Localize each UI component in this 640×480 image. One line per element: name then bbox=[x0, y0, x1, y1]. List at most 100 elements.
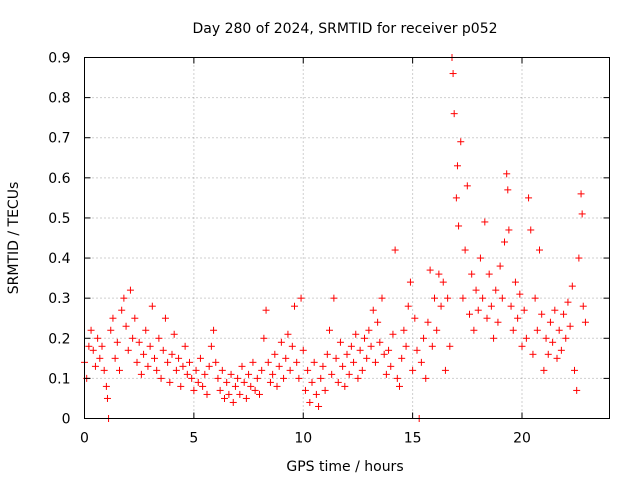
y-tick-label: 0.6 bbox=[48, 171, 70, 187]
data-point bbox=[181, 342, 189, 350]
data-point bbox=[490, 334, 498, 342]
data-point bbox=[245, 370, 253, 378]
data-point bbox=[170, 330, 178, 338]
data-point bbox=[413, 346, 421, 354]
data-point bbox=[98, 342, 106, 350]
data-point bbox=[479, 294, 487, 302]
plot-frame bbox=[84, 57, 610, 419]
data-point bbox=[129, 334, 137, 342]
data-point bbox=[378, 294, 386, 302]
data-point bbox=[146, 342, 154, 350]
data-point bbox=[518, 342, 526, 350]
data-point bbox=[389, 330, 397, 338]
data-point bbox=[503, 170, 511, 178]
data-point bbox=[336, 338, 344, 346]
data-point bbox=[142, 326, 150, 334]
y-tick-label: 0.7 bbox=[48, 131, 70, 147]
data-point bbox=[449, 70, 457, 78]
data-point bbox=[100, 366, 108, 374]
data-point bbox=[205, 362, 213, 370]
data-point bbox=[264, 358, 272, 366]
data-point bbox=[485, 270, 493, 278]
data-point bbox=[371, 358, 379, 366]
data-point bbox=[295, 374, 303, 382]
data-point bbox=[277, 338, 285, 346]
data-point bbox=[546, 318, 554, 326]
data-point bbox=[190, 386, 198, 394]
data-point bbox=[216, 386, 224, 394]
data-point bbox=[321, 386, 329, 394]
data-point bbox=[453, 162, 461, 170]
data-point bbox=[457, 138, 465, 146]
data-point bbox=[350, 358, 358, 366]
data-point bbox=[126, 286, 134, 294]
data-point bbox=[398, 354, 406, 362]
data-point bbox=[153, 366, 161, 374]
data-point bbox=[483, 314, 491, 322]
data-point bbox=[161, 314, 169, 322]
data-point bbox=[531, 294, 539, 302]
data-point bbox=[172, 366, 180, 374]
data-point bbox=[249, 358, 257, 366]
data-point bbox=[498, 294, 506, 302]
data-point bbox=[275, 362, 283, 370]
data-point bbox=[578, 210, 586, 218]
data-point bbox=[581, 318, 589, 326]
data-point bbox=[89, 346, 97, 354]
data-point bbox=[271, 350, 279, 358]
data-point bbox=[376, 338, 384, 346]
data-point bbox=[522, 334, 530, 342]
data-point bbox=[466, 310, 473, 318]
data-point bbox=[175, 354, 183, 362]
data-point bbox=[236, 390, 244, 398]
data-point bbox=[431, 294, 438, 302]
data-point bbox=[504, 186, 512, 194]
data-point bbox=[118, 306, 126, 314]
data-point bbox=[251, 386, 259, 394]
data-point bbox=[229, 398, 237, 406]
data-point bbox=[435, 270, 443, 278]
data-point bbox=[256, 390, 263, 398]
data-point bbox=[463, 182, 471, 190]
data-point bbox=[183, 370, 191, 378]
data-point bbox=[269, 370, 277, 378]
data-point bbox=[387, 362, 395, 370]
data-point bbox=[406, 278, 414, 286]
data-point bbox=[280, 374, 288, 382]
data-point bbox=[221, 394, 228, 402]
data-point bbox=[330, 294, 338, 302]
data-point bbox=[352, 330, 360, 338]
data-point bbox=[203, 390, 211, 398]
data-point bbox=[192, 366, 200, 374]
data-point bbox=[470, 326, 478, 334]
x-tick-label: 0 bbox=[80, 431, 89, 447]
x-axis-label: GPS time / hours bbox=[286, 459, 403, 475]
data-point bbox=[420, 334, 428, 342]
data-point bbox=[131, 314, 139, 322]
data-points bbox=[81, 54, 589, 422]
y-tick-label: 0.2 bbox=[48, 331, 70, 347]
data-point bbox=[234, 374, 242, 382]
data-point bbox=[120, 294, 128, 302]
data-point bbox=[391, 246, 399, 254]
data-point bbox=[557, 346, 565, 354]
data-point bbox=[428, 342, 436, 350]
data-point bbox=[199, 382, 207, 390]
data-point bbox=[299, 346, 307, 354]
data-point bbox=[323, 350, 331, 358]
data-point bbox=[450, 110, 458, 118]
data-point bbox=[525, 194, 533, 202]
data-point bbox=[374, 318, 382, 326]
data-point bbox=[253, 374, 261, 382]
data-point bbox=[511, 278, 519, 286]
data-point bbox=[122, 322, 130, 330]
data-point bbox=[133, 358, 141, 366]
data-point bbox=[481, 218, 489, 226]
data-point bbox=[186, 358, 193, 366]
data-point bbox=[273, 382, 281, 390]
data-point bbox=[196, 354, 204, 362]
data-point bbox=[571, 366, 578, 374]
data-point bbox=[444, 294, 452, 302]
data-point bbox=[102, 382, 110, 390]
